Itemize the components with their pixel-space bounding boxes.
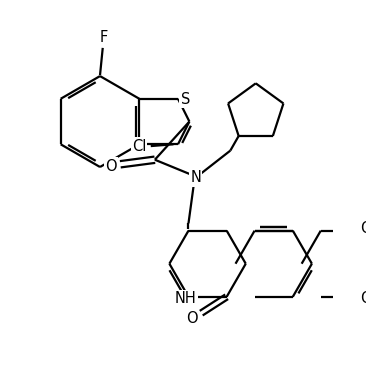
Text: F: F xyxy=(100,30,108,45)
Text: O: O xyxy=(361,291,366,306)
Text: O: O xyxy=(186,311,198,326)
Text: Cl: Cl xyxy=(132,139,146,154)
Text: O: O xyxy=(361,221,366,236)
Text: S: S xyxy=(180,92,190,107)
Text: O: O xyxy=(105,159,117,174)
Text: NH: NH xyxy=(175,291,197,306)
Text: N: N xyxy=(190,171,201,186)
